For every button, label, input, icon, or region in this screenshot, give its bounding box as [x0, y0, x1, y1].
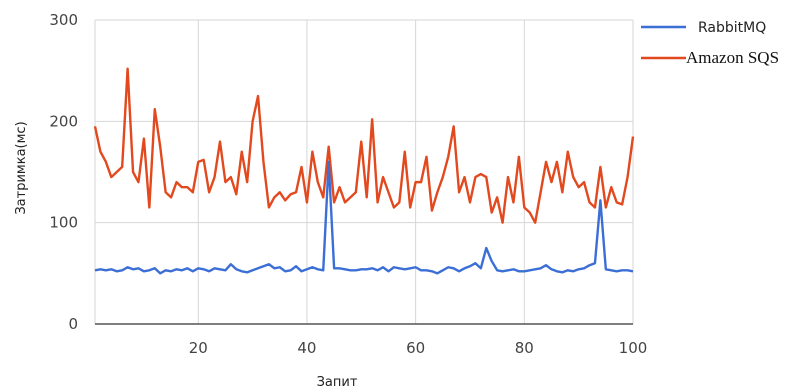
x-tick-label: 100 [619, 339, 648, 357]
x-tick-label: 80 [515, 339, 534, 357]
series-line-rabbitmq [94, 160, 634, 275]
x-tick-label: 60 [406, 339, 425, 357]
y-axis-label: Затримка(мс) [14, 121, 29, 214]
series-line-amazon-sqs [93, 67, 635, 224]
x-tick-label: 20 [189, 339, 208, 357]
y-tick-label: 300 [49, 11, 78, 29]
legend-label-amazon-sqs: Amazon SQS [686, 48, 779, 67]
tick-labels: 0 100 200 300 20 40 60 80 100 [49, 11, 647, 357]
series-lines [93, 67, 635, 275]
x-tick-label: 40 [297, 339, 316, 357]
y-tick-label: 0 [68, 315, 78, 333]
grid-lines [94, 19, 634, 325]
legend-label-rabbitmq: RabbitMQ [698, 20, 766, 36]
y-tick-label: 200 [49, 112, 78, 130]
legend: RabbitMQ Amazon SQS [641, 20, 779, 67]
y-tick-label: 100 [49, 214, 78, 232]
x-axis-label: Запит [317, 375, 358, 390]
